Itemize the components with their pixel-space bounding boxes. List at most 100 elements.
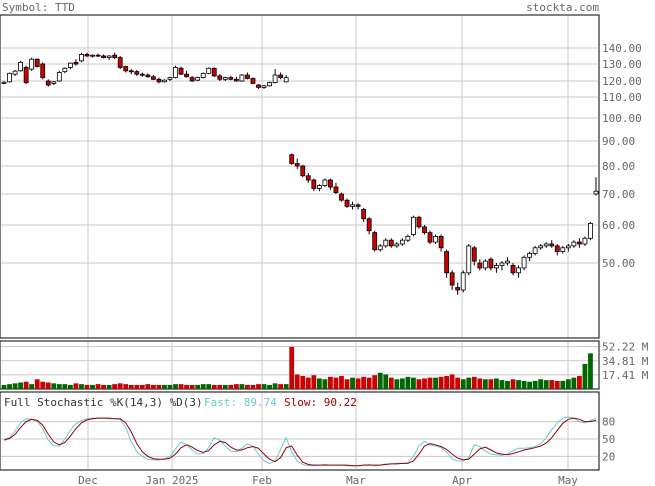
volume-bar [543,380,549,389]
volume-bar [228,384,234,389]
volume-tick-label: 17.41 M [602,369,649,382]
candle [333,182,339,194]
candle-body [505,260,510,264]
candle [45,79,51,87]
candle-body [405,235,411,241]
candle [466,244,472,276]
candle-body [90,54,95,57]
candle-body [444,251,450,274]
candle-body [51,81,57,84]
volume-bar [145,384,151,389]
candle [261,85,267,89]
candle [162,79,167,83]
volume-bar [438,376,444,389]
candle [532,245,538,256]
volume-bar [344,379,350,389]
candle [294,158,300,169]
volume-bar [267,384,272,389]
x-tick-label: Mar [346,474,366,486]
x-tick-label: Jan 2025 [146,474,199,486]
candle [73,59,79,66]
candle [211,67,217,77]
candle [90,54,95,58]
volume-bar [1,384,7,389]
volume-bar [184,384,189,389]
stochastic-panel: 80 50 20 Full Stochastic %K(14,3) %D(3) Fa… [0,391,615,471]
candle-body [162,79,167,83]
volume-bar [516,380,521,389]
candle [316,184,322,192]
candle-body [173,67,178,79]
candle [477,259,483,271]
candle-body [322,179,328,186]
volume-bar [305,377,311,389]
candle [173,65,178,79]
candle [56,70,62,82]
symbol-label: Symbol: TTD [2,1,75,14]
candle-body [167,77,173,80]
volume-bar [283,384,289,389]
candle [377,244,383,252]
candle [134,69,140,76]
candle [405,234,411,243]
candle-body [95,54,101,57]
candle-body [499,262,505,266]
volume-bar [134,384,140,389]
candle [361,207,367,222]
stoch-tick-label: 80 [602,416,615,429]
candle-body [366,218,372,232]
volume-bar [278,384,284,389]
volume-bar [18,382,23,389]
volume-bar [62,384,68,389]
volume-bar [256,384,261,389]
candle [416,215,422,229]
stochastic-panel-frame [0,391,600,471]
candle-body [40,63,46,78]
volume-bar [565,379,571,389]
volume-bar [90,384,95,389]
candle [328,178,333,190]
candle-body [333,186,339,193]
candle [167,76,173,81]
candle-body [239,74,245,82]
price-panel: 140.00 130.00 120.00 110.00 100.00 90.00 80.00… [0,14,642,339]
candle-body [18,62,23,72]
candle [245,72,250,80]
price-tick-label: 70.00 [602,188,635,201]
candle-body [184,73,189,78]
candle [95,53,101,57]
candle-body [272,74,278,84]
volume-bar [294,374,300,389]
candle [84,52,90,57]
candle-body [7,72,12,83]
candle-body [316,185,322,189]
candle [355,203,361,210]
candle [117,56,123,70]
candle-body [543,243,549,247]
volume-tick-label: 34.81 M [602,355,649,368]
candle-body [565,245,571,249]
volume-bar [162,384,167,389]
candle-body [532,247,538,254]
volume-bar [222,384,228,389]
candle [593,177,599,196]
candle-body [416,216,422,228]
candle-body [372,232,378,251]
candle [388,238,394,248]
candle-body [56,72,62,82]
volume-bar [427,377,433,389]
candle-body [582,237,588,245]
volume-bar [577,376,582,389]
candle-body [211,67,217,77]
candle [577,238,582,248]
candle [510,263,516,276]
volume-bar [383,374,389,389]
candle [422,225,427,235]
candle-body [294,163,300,167]
candle-body [388,239,394,247]
volume-bar [377,372,383,389]
volume-bar [73,383,79,389]
volume-bar [505,380,510,389]
volume-bar [23,381,29,389]
candle [156,77,162,84]
